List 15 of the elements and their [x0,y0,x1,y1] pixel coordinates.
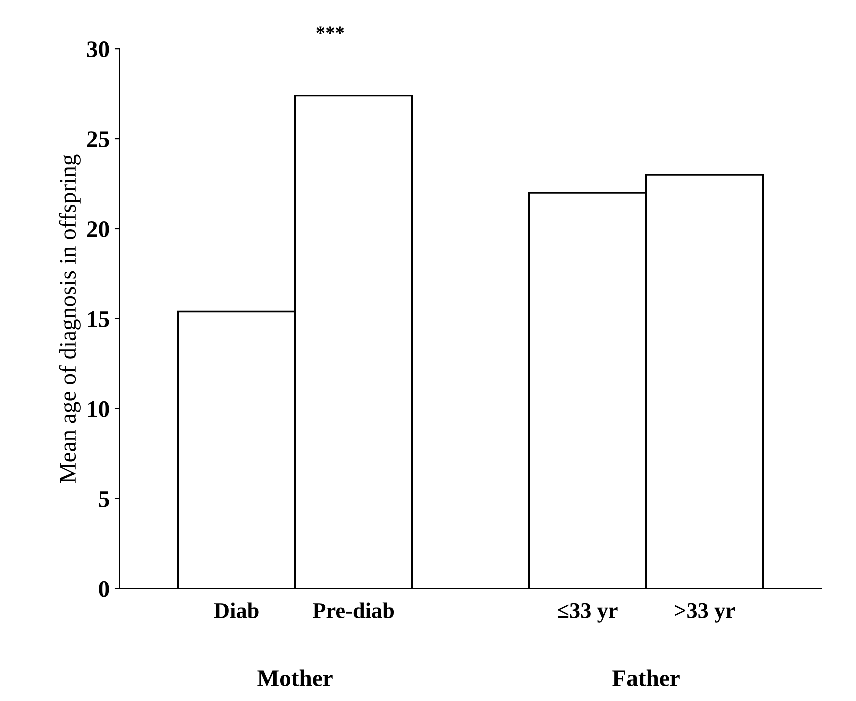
y-tick-label: 25 [88,132,110,148]
y-tick-label: 30 [87,42,110,58]
y-axis-title: Mean age of diagnosis in offspring [59,154,81,483]
y-tick-label: 10 [88,401,110,418]
x-tick-label: Diab [214,602,259,618]
x-tick-label: ≤33 yr [558,603,618,623]
x-tick-label: Pre-diab [313,602,394,618]
text: *** [316,26,344,34]
y-tick-label: 20 [88,221,110,238]
x-tick-label: >33 yr [675,603,735,623]
y-tick-label: 15 [88,312,110,328]
y-tick-label: 5 [99,492,110,508]
y-tick-label: 0 [99,581,110,598]
text: Mother [258,670,333,686]
text: Father [612,670,680,686]
